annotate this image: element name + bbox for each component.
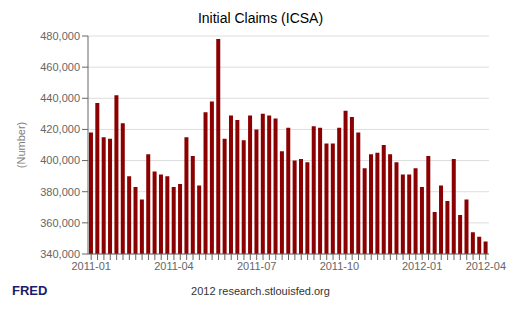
svg-text:360,000: 360,000: [40, 217, 80, 229]
svg-text:2011-04: 2011-04: [154, 260, 194, 272]
svg-text:340,000: 340,000: [40, 248, 80, 260]
svg-text:2011-01: 2011-01: [71, 260, 111, 272]
svg-text:440,000: 440,000: [40, 92, 80, 104]
html-text:2012 research.stlouisfed.org: 2012 research.stlouisfed.org: [191, 285, 330, 297]
svg-text:420,000: 420,000: [40, 123, 80, 135]
svg-text:(Number): (Number): [15, 122, 27, 168]
svg-text:380,000: 380,000: [40, 186, 80, 198]
svg-text:2012-04: 2012-04: [466, 260, 506, 272]
svg-text:460,000: 460,000: [40, 61, 80, 73]
html-text:Initial Claims (ICSA): Initial Claims (ICSA): [197, 10, 324, 26]
svg-text:400,000: 400,000: [40, 154, 80, 166]
svg-text:480,000: 480,000: [40, 30, 80, 42]
html-text:FRED: FRED: [12, 283, 48, 298]
svg-text:2012-01: 2012-01: [402, 260, 442, 272]
svg-text:2011-07: 2011-07: [237, 260, 277, 272]
svg-text:2011-10: 2011-10: [320, 260, 360, 272]
